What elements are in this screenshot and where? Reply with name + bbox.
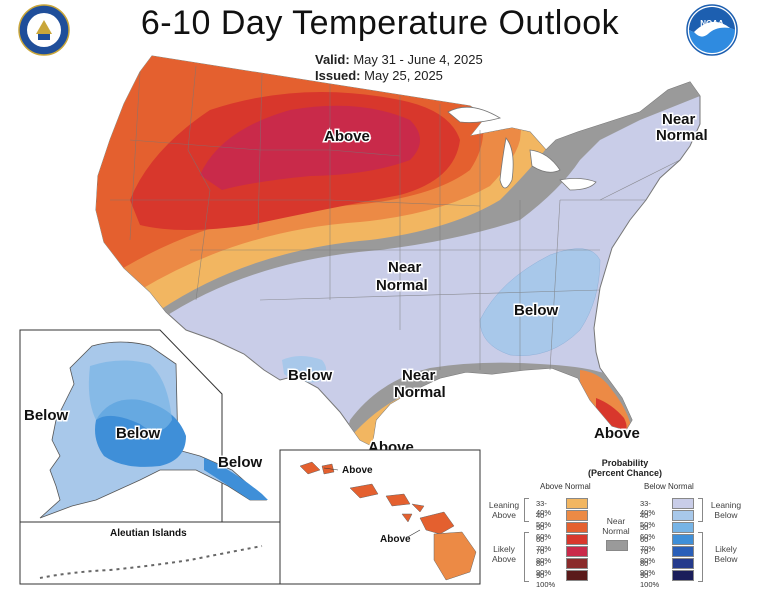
legend-above-header: Above Normal — [540, 482, 591, 491]
legend-near-normal-1: Near — [606, 516, 626, 526]
legend-below-swatch — [672, 510, 694, 521]
legend-above-range: 50-60% — [536, 523, 552, 541]
label-above-north: Above — [324, 128, 370, 145]
legend-below-swatch — [672, 570, 694, 581]
legend-title-line1: Probability — [601, 458, 649, 468]
legend-below-range: 33-40% — [640, 499, 656, 517]
issued-date: Issued: May 25, 2025 — [315, 68, 443, 83]
label-below-southwest: Below — [288, 367, 333, 384]
aleutian-inset — [19, 521, 283, 585]
legend-leaning-above-2: Above — [491, 510, 517, 520]
legend-below-swatch — [672, 522, 694, 533]
legend-leaning-below-2: Below — [714, 510, 738, 520]
department-of-commerce-seal — [18, 4, 70, 56]
legend-title-line2: (Percent Chance) — [587, 468, 663, 478]
legend-likely-below: Likely Below — [706, 544, 746, 564]
label-below-southeast: Below — [514, 302, 559, 319]
hawaii-inset — [279, 449, 481, 585]
legend-near-normal-2: Normal — [602, 526, 630, 536]
label-aleutian-islands: Aleutian Islands — [110, 528, 187, 539]
great-lakes — [447, 106, 597, 191]
legend-near-normal: Near Normal — [598, 516, 634, 536]
alaska-below-50-60 — [88, 360, 172, 432]
map-title: 6-10 Day Temperature Outlook — [140, 4, 620, 42]
legend-leaning-above-1: Leaning — [488, 500, 520, 510]
legend-above-range: 80-90% — [536, 559, 552, 577]
issued-value: May 25, 2025 — [364, 68, 443, 83]
probability-legend: Probability (Percent Chance) Above Norma… — [486, 454, 756, 589]
legend-below-swatch — [672, 534, 694, 545]
label-near-normal-gulf-2: Normal — [394, 384, 446, 401]
state-boundaries — [110, 65, 681, 371]
legend-likely-below-2: Below — [714, 554, 738, 564]
valid-label: Valid: — [315, 52, 350, 67]
label-above-florida: Above — [594, 425, 640, 442]
above-70-80 — [200, 105, 420, 190]
noaa-logo: NOAA — [686, 4, 738, 56]
label-alaska-below-west: Below — [24, 407, 69, 424]
label-alaska-below-center: Below — [116, 425, 161, 442]
legend-above-swatch — [566, 510, 588, 521]
label-near-normal-gulf-1: Near — [402, 367, 436, 384]
legend-below-swatch — [672, 546, 694, 557]
legend-likely-below-1: Likely — [715, 544, 737, 554]
below-southeast — [479, 248, 601, 356]
legend-above-range: 90-100% — [536, 571, 556, 589]
legend-leaning-below-1: Leaning — [710, 500, 742, 510]
label-near-normal-ne-2: Normal — [656, 127, 708, 144]
legend-above-swatch — [566, 498, 588, 509]
legend-below-swatch — [672, 558, 694, 569]
valid-value: May 31 - June 4, 2025 — [353, 52, 483, 67]
label-near-normal-ne-1: Near — [662, 111, 696, 128]
alaska-inset — [19, 329, 268, 585]
legend-below-header: Below Normal — [644, 482, 694, 491]
legend-above-swatch — [566, 534, 588, 545]
alaska-panhandle-below — [204, 458, 268, 500]
legend-below-range: 80-90% — [640, 559, 656, 577]
legend-likely-above: Likely Above — [486, 544, 522, 564]
legend-above-swatch — [566, 546, 588, 557]
below-southwest — [282, 356, 327, 383]
legend-below-range: 70-80% — [640, 547, 656, 565]
legend-below-range: 90-100% — [640, 571, 660, 589]
legend-above-swatch — [566, 522, 588, 533]
legend-below-range: 40-50% — [640, 511, 656, 529]
legend-near-normal-swatch-row — [606, 540, 628, 551]
label-hawaii-above-south: Above — [380, 534, 411, 545]
label-alaska-below-panhandle: Below — [218, 454, 263, 471]
legend-below-swatch — [672, 498, 694, 509]
legend-above-swatch — [566, 558, 588, 569]
legend-near-normal-swatch — [606, 540, 628, 551]
legend-above-swatch — [566, 570, 588, 581]
above-florida-core — [596, 398, 627, 434]
legend-likely-above-1: Likely — [493, 544, 515, 554]
legend-leaning-below: Leaning Below — [706, 500, 746, 520]
valid-dates: Valid: May 31 - June 4, 2025 — [315, 52, 483, 67]
legend-above-range: 40-50% — [536, 511, 552, 529]
legend-above-range: 33-40% — [536, 499, 552, 517]
label-hawaii-above-north: Above — [342, 465, 373, 476]
legend-title: Probability (Percent Chance) — [560, 458, 690, 478]
label-near-normal-central-2: Normal — [376, 277, 428, 294]
svg-text:NOAA: NOAA — [700, 19, 724, 28]
legend-leaning-above: Leaning Above — [486, 500, 522, 520]
label-near-normal-central-1: Near — [388, 259, 422, 276]
legend-above-range: 70-80% — [536, 547, 552, 565]
issued-label: Issued: — [315, 68, 361, 83]
legend-above-range: 60-70% — [536, 535, 552, 553]
legend-below-range: 60-70% — [640, 535, 656, 553]
legend-below-range: 50-60% — [640, 523, 656, 541]
legend-likely-above-2: Above — [491, 554, 517, 564]
